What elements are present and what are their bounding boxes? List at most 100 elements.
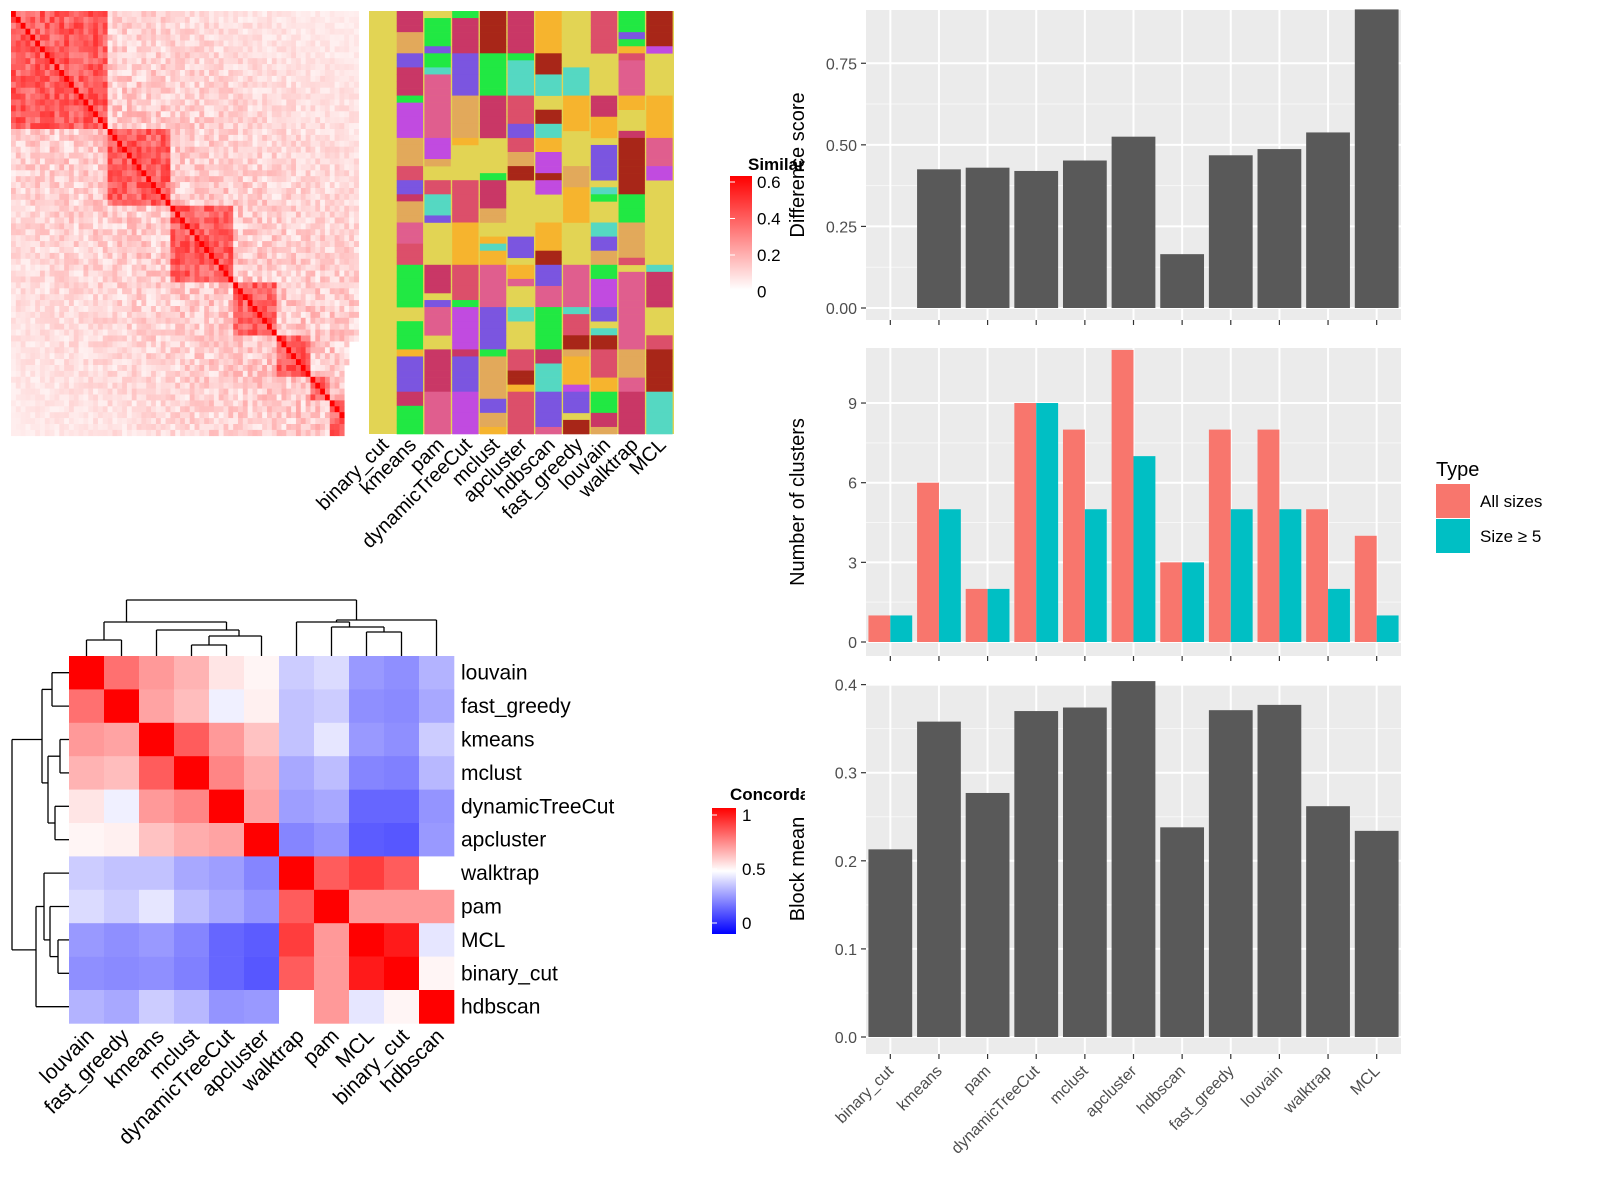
similarity-cell [233,306,239,313]
similarity-cell [20,400,26,407]
similarity-cell [218,311,224,319]
similarity-cell [155,70,162,77]
similarity-cell [189,335,195,342]
similarity-cell [242,134,248,142]
similarity-cell [223,164,229,171]
similarity-cell [180,329,186,336]
similarity-cell [165,406,171,413]
similarity-cell [11,406,17,413]
similarity-cell [300,388,306,395]
similarity-cell [54,241,60,248]
similarity-cell [78,11,84,18]
similarity-cell [131,382,137,389]
similarity-cell [238,306,244,313]
similarity-cell [117,282,123,289]
similarity-cell [305,282,311,289]
similarity-cell [266,317,273,324]
similarity-cell [189,34,195,41]
similarity-cell [344,353,350,360]
similarity-cell [78,117,84,124]
similarity-cell [324,388,331,395]
similarity-cell [73,418,79,425]
similarity-cell [15,288,21,295]
similarity-cell [305,335,311,342]
similarity-cell [334,406,340,413]
similarity-cell [93,205,99,212]
similarity-cell [49,40,55,47]
similarity-cell [349,70,355,77]
similarity-cell [353,258,360,265]
similarity-cell [151,11,157,18]
similarity-cell [315,288,321,295]
similarity-cell [218,282,224,289]
similarity-cell [160,223,166,230]
similarity-cell [112,182,118,189]
similarity-cell [295,176,302,183]
similarity-cell [122,158,128,165]
similarity-cell [136,158,142,165]
similarity-cell [146,205,152,212]
similarity-cell [286,188,292,195]
similarity-cell [199,311,205,319]
similarity-cell [281,241,287,248]
similarity-cell [73,93,79,100]
similarity-cell [117,252,123,260]
similarity-cell [112,70,118,77]
similarity-cell [199,353,205,360]
similarity-cell [126,241,133,248]
similarity-cell [155,252,162,260]
similarity-cell [11,294,17,301]
similarity-cell [117,70,123,77]
similarity-cell [180,217,186,224]
similarity-cell [257,359,263,366]
similarity-cell [155,317,162,324]
similarity-cell [223,406,229,413]
similarity-cell [300,34,306,41]
similarity-cell [339,241,345,248]
similarity-cell [78,300,84,307]
similarity-cell [175,235,181,242]
similarity-cell [97,199,104,206]
similarity-cell [295,58,302,65]
similarity-cell [344,241,350,248]
similarity-cell [102,247,108,254]
similarity-cell [223,75,229,83]
similarity-cell [97,317,104,324]
similarity-cell [107,58,113,65]
similarity-cell [189,252,195,260]
similarity-cell [262,93,268,100]
similarity-cell [252,199,258,206]
similarity-cell [20,323,26,330]
similarity-cell [286,158,292,165]
similarity-cell [349,235,355,242]
similarity-cell [122,282,128,289]
similarity-cell [320,87,326,94]
similarity-cell [44,382,50,389]
similarity-cell [199,341,205,348]
similarity-cell [136,64,142,71]
similarity-cell [97,235,104,242]
similarity-cell [180,87,186,94]
similarity-cell [209,347,215,354]
similarity-cell [20,81,26,88]
similarity-cell [300,276,306,283]
similarity-cell [155,300,162,307]
similarity-cell [257,152,263,159]
similarity-cell [136,400,142,407]
similarity-cell [49,140,55,147]
similarity-cell [247,193,253,201]
similarity-cell [315,306,321,313]
similarity-cell [324,300,331,307]
similarity-cell [88,335,94,342]
similarity-cell [344,294,350,301]
similarity-cell [102,152,108,159]
similarity-cell [242,359,248,366]
similarity-cell [242,376,248,383]
similarity-cell [238,176,244,183]
similarity-cell [218,347,224,354]
similarity-cell [30,176,36,183]
similarity-cell [44,235,50,242]
similarity-cell [238,311,244,319]
similarity-cell [218,359,224,366]
similarity-cell [334,353,340,360]
